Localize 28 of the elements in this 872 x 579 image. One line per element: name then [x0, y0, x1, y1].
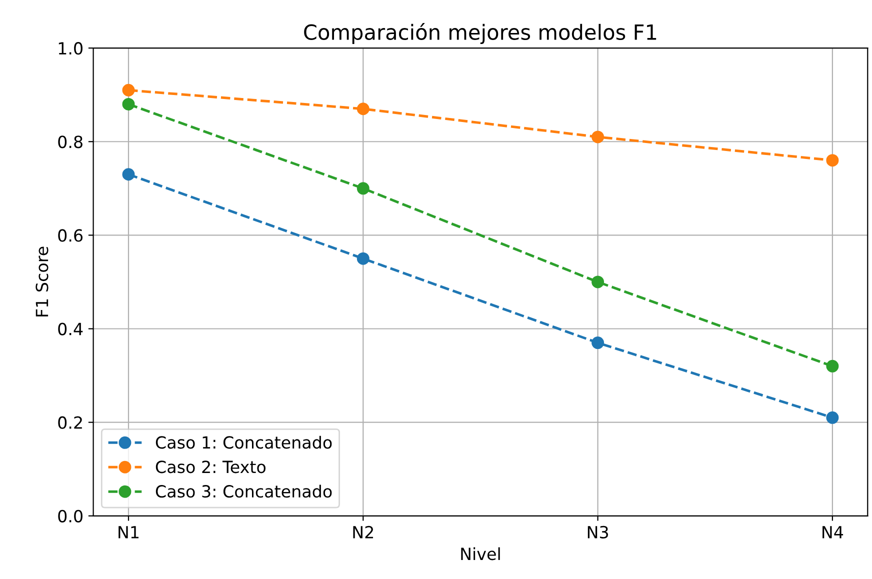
x-tick-label: N2: [353, 526, 374, 538]
y-tick-label: 0.8: [58, 136, 82, 148]
x-axis-title: Nivel: [461, 547, 500, 560]
y-tick-label: 0.4: [58, 322, 83, 336]
x-tick-label: N4: [822, 526, 844, 538]
point: [592, 130, 604, 144]
point: [592, 336, 604, 350]
y-axis-title: F1 Score: [36, 246, 48, 316]
point: [356, 102, 370, 116]
legend-label: Caso 1: Concatenado: [156, 436, 332, 449]
y-tick-label: 0.0: [58, 510, 82, 522]
y-tick-label: 0.2: [58, 416, 82, 429]
point: [592, 276, 604, 288]
point: [122, 168, 135, 181]
point: [826, 154, 839, 167]
x-tick-label: N1: [118, 526, 138, 538]
chart-title: Comparación mejores modelos F1: [304, 23, 656, 44]
y-tick-label: 0.6: [58, 229, 83, 242]
point: [356, 252, 370, 265]
x-tick-label: N3: [588, 526, 608, 539]
point: [826, 360, 839, 372]
point: [356, 182, 370, 195]
y-tick-label: 1.0: [58, 42, 82, 55]
point: [122, 84, 135, 96]
point: [122, 98, 135, 110]
legend-label: Caso 2: Texto: [156, 460, 266, 474]
legend-label: Caso 3: Concatenado: [156, 484, 332, 498]
point: [826, 411, 839, 424]
